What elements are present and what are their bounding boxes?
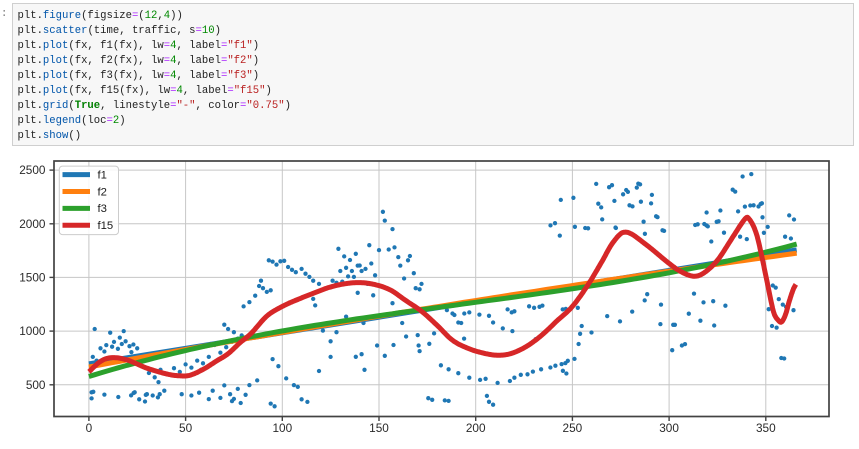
svg-text:2500: 2500 [19, 163, 46, 177]
svg-text:500: 500 [26, 378, 46, 392]
svg-text:150: 150 [369, 421, 389, 435]
svg-text:300: 300 [659, 421, 679, 435]
svg-text:2000: 2000 [19, 217, 46, 231]
svg-text:50: 50 [179, 421, 193, 435]
svg-text:1500: 1500 [19, 271, 46, 285]
svg-text:1000: 1000 [19, 324, 46, 338]
svg-text:0: 0 [86, 421, 93, 435]
svg-text:f2: f2 [98, 186, 107, 198]
svg-text:f1: f1 [98, 169, 107, 181]
svg-text:250: 250 [563, 421, 583, 435]
svg-text:200: 200 [466, 421, 486, 435]
svg-text:f15: f15 [98, 220, 114, 232]
svg-text:350: 350 [756, 421, 776, 435]
svg-text:f3: f3 [98, 203, 107, 215]
svg-text:100: 100 [272, 421, 292, 435]
